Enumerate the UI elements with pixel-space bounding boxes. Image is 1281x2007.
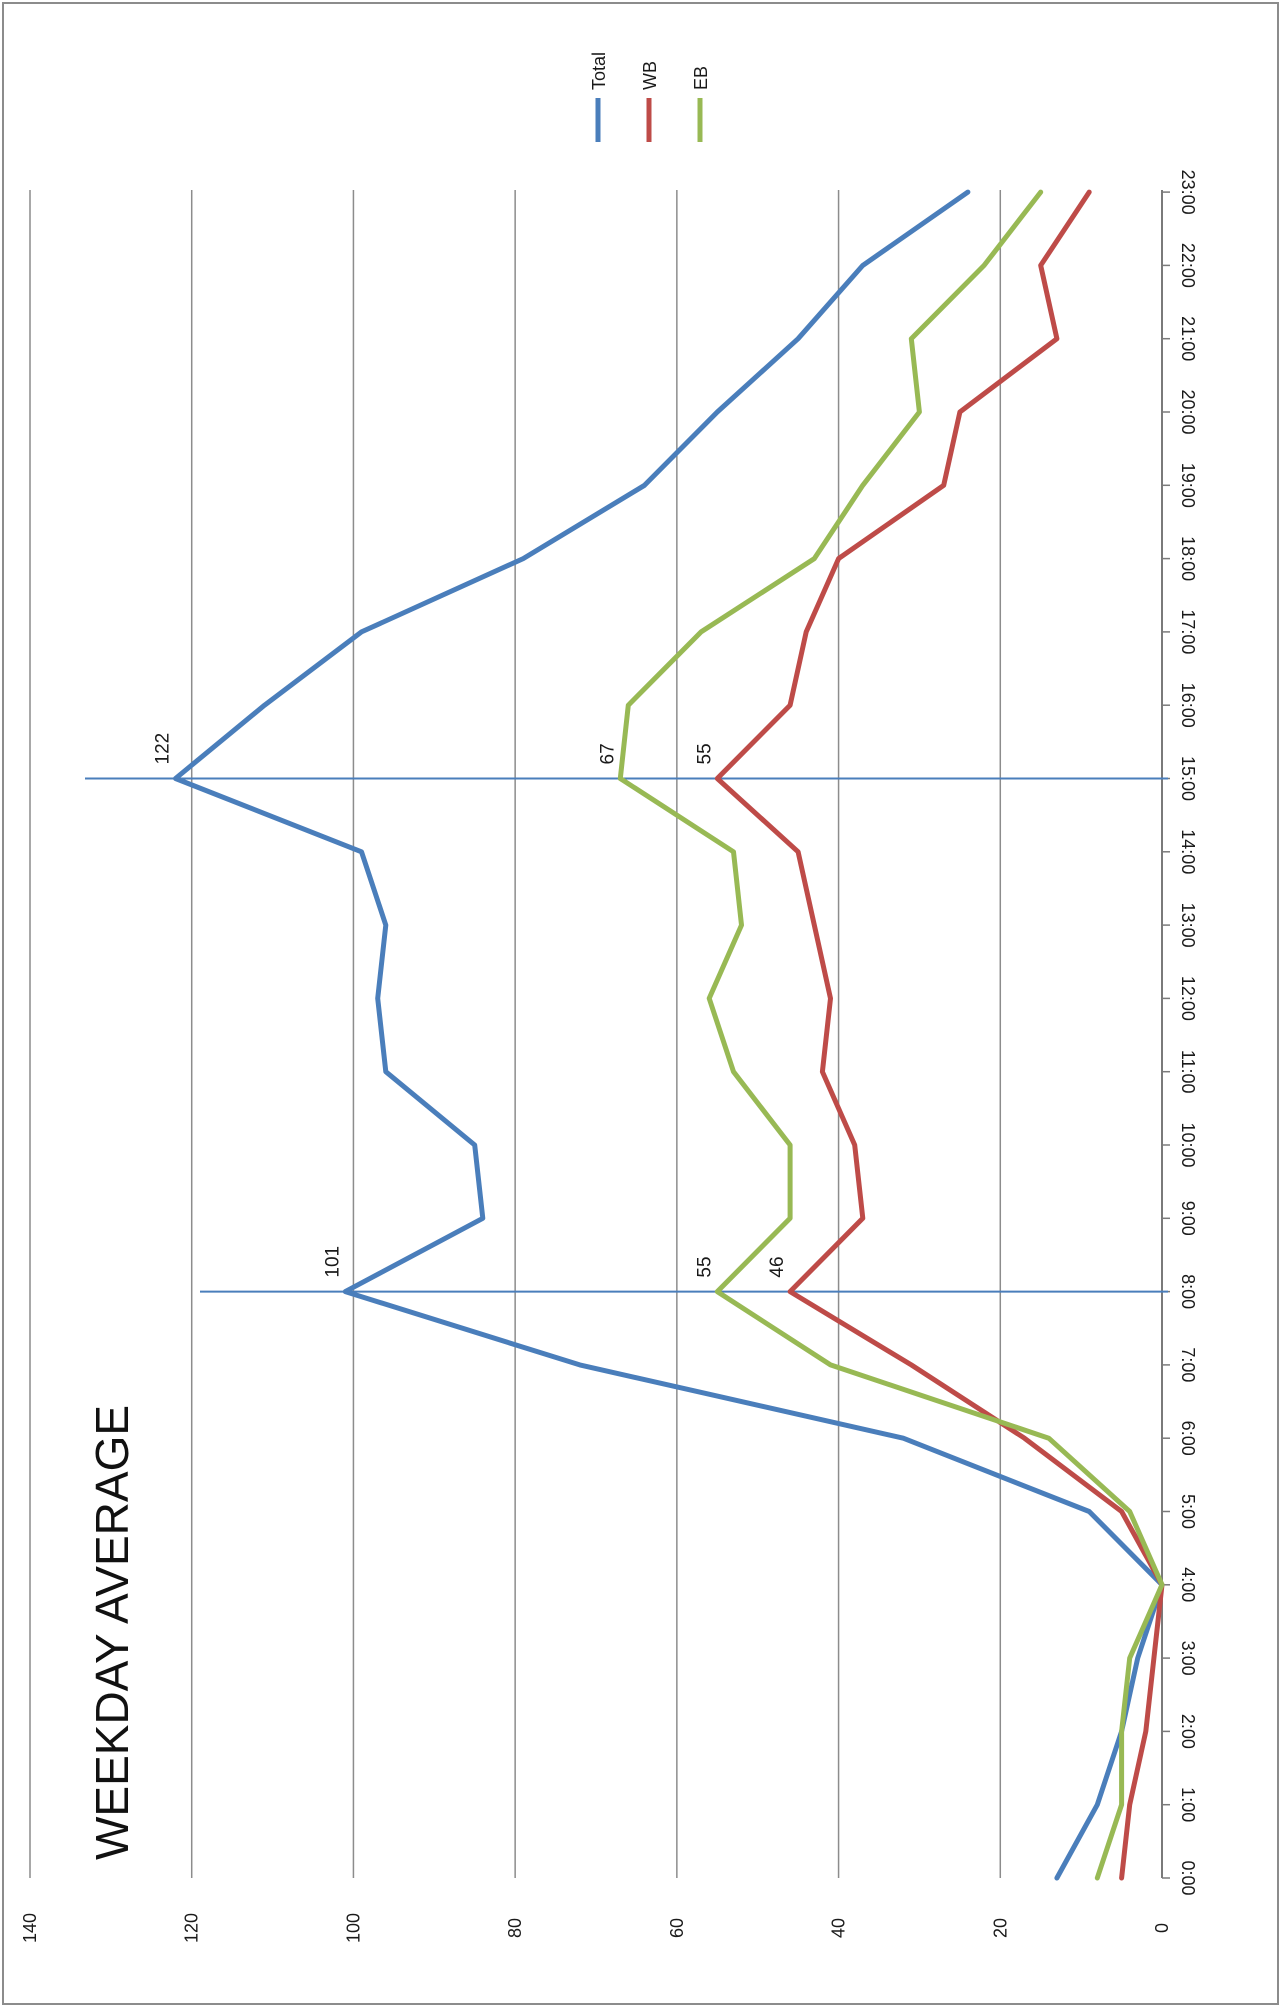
data-label: 101 <box>322 1246 343 1278</box>
value-tick-label: 80 <box>505 1918 525 1938</box>
value-tick-label: 20 <box>990 1918 1010 1938</box>
category-tick-label: 17:00 <box>1178 609 1198 654</box>
value-tick-label: 100 <box>343 1913 363 1943</box>
data-label: 55 <box>694 743 715 764</box>
data-label: 122 <box>153 733 174 765</box>
category-tick-label: 16:00 <box>1178 683 1198 728</box>
category-tick-label: 22:00 <box>1178 243 1198 288</box>
legend-label-wb: WB <box>640 61 660 90</box>
category-tick-label: 18:00 <box>1178 536 1198 581</box>
category-tick-label: 12:00 <box>1178 976 1198 1021</box>
category-tick-label: 6:00 <box>1178 1421 1198 1456</box>
value-tick-label: 140 <box>20 1913 40 1943</box>
category-tick-label: 5:00 <box>1178 1494 1198 1529</box>
value-tick-label: 60 <box>667 1918 687 1938</box>
chart-title: WEEKDAY AVERAGE <box>86 1405 138 1860</box>
category-tick-label: 13:00 <box>1178 903 1198 948</box>
category-tick-label: 23:00 <box>1178 170 1198 215</box>
category-tick-label: 10:00 <box>1178 1122 1198 1167</box>
category-tick-label: 20:00 <box>1178 389 1198 434</box>
category-tick-label: 2:00 <box>1178 1714 1198 1749</box>
series-line-wb <box>714 189 1165 1881</box>
value-tick-label: 0 <box>1152 1923 1172 1933</box>
category-tick-label: 0:00 <box>1178 1860 1198 1895</box>
value-tick-label: 120 <box>182 1913 202 1943</box>
category-tick-label: 4:00 <box>1178 1567 1198 1602</box>
category-tick-label: 14:00 <box>1178 829 1198 874</box>
category-tick-label: 15:00 <box>1178 756 1198 801</box>
category-tick-label: 8:00 <box>1178 1274 1198 1309</box>
category-tick-label: 3:00 <box>1178 1641 1198 1676</box>
value-tick-label: 40 <box>829 1918 849 1938</box>
series-line-eb <box>617 189 1165 1881</box>
category-tick-label: 19:00 <box>1178 463 1198 508</box>
category-tick-label: 1:00 <box>1178 1787 1198 1822</box>
category-tick-label: 9:00 <box>1178 1201 1198 1236</box>
legend-label-total: Total <box>589 52 609 90</box>
data-label: 67 <box>597 743 618 764</box>
category-tick-label: 21:00 <box>1178 316 1198 361</box>
data-label: 46 <box>767 1256 788 1277</box>
legend-label-eb: EB <box>691 66 711 90</box>
data-label: 55 <box>694 1256 715 1277</box>
category-tick-label: 7:00 <box>1178 1347 1198 1382</box>
category-tick-label: 11:00 <box>1178 1050 1198 1094</box>
